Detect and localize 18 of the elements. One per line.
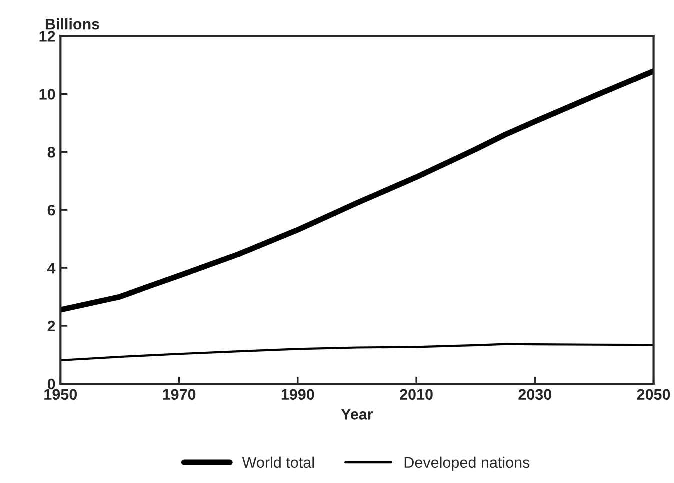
line-series (60, 343, 654, 362)
y-tick-label: 0 (48, 378, 56, 390)
y-tick-label: 10 (40, 89, 56, 100)
x-tick-label: 2050 (637, 389, 670, 400)
legend-label: Developed nations (404, 456, 530, 472)
x-tick-label: 1950 (44, 389, 78, 400)
legend-label: World total (242, 456, 314, 468)
y-tick-label: 12 (40, 31, 56, 42)
y-axis-title: Billions (46, 18, 100, 30)
x-tick-label: 1970 (163, 389, 196, 400)
y-tick-label: 2 (48, 320, 56, 332)
y-tick-label: 8 (48, 147, 56, 158)
y-tick-label: 6 (48, 204, 56, 216)
x-tick-label: 2030 (518, 389, 552, 400)
x-tick-label: 1990 (282, 389, 314, 400)
x-axis-title: Year (341, 409, 374, 420)
x-tick-label: 2010 (400, 389, 433, 400)
y-tick-label: 4 (48, 263, 56, 274)
